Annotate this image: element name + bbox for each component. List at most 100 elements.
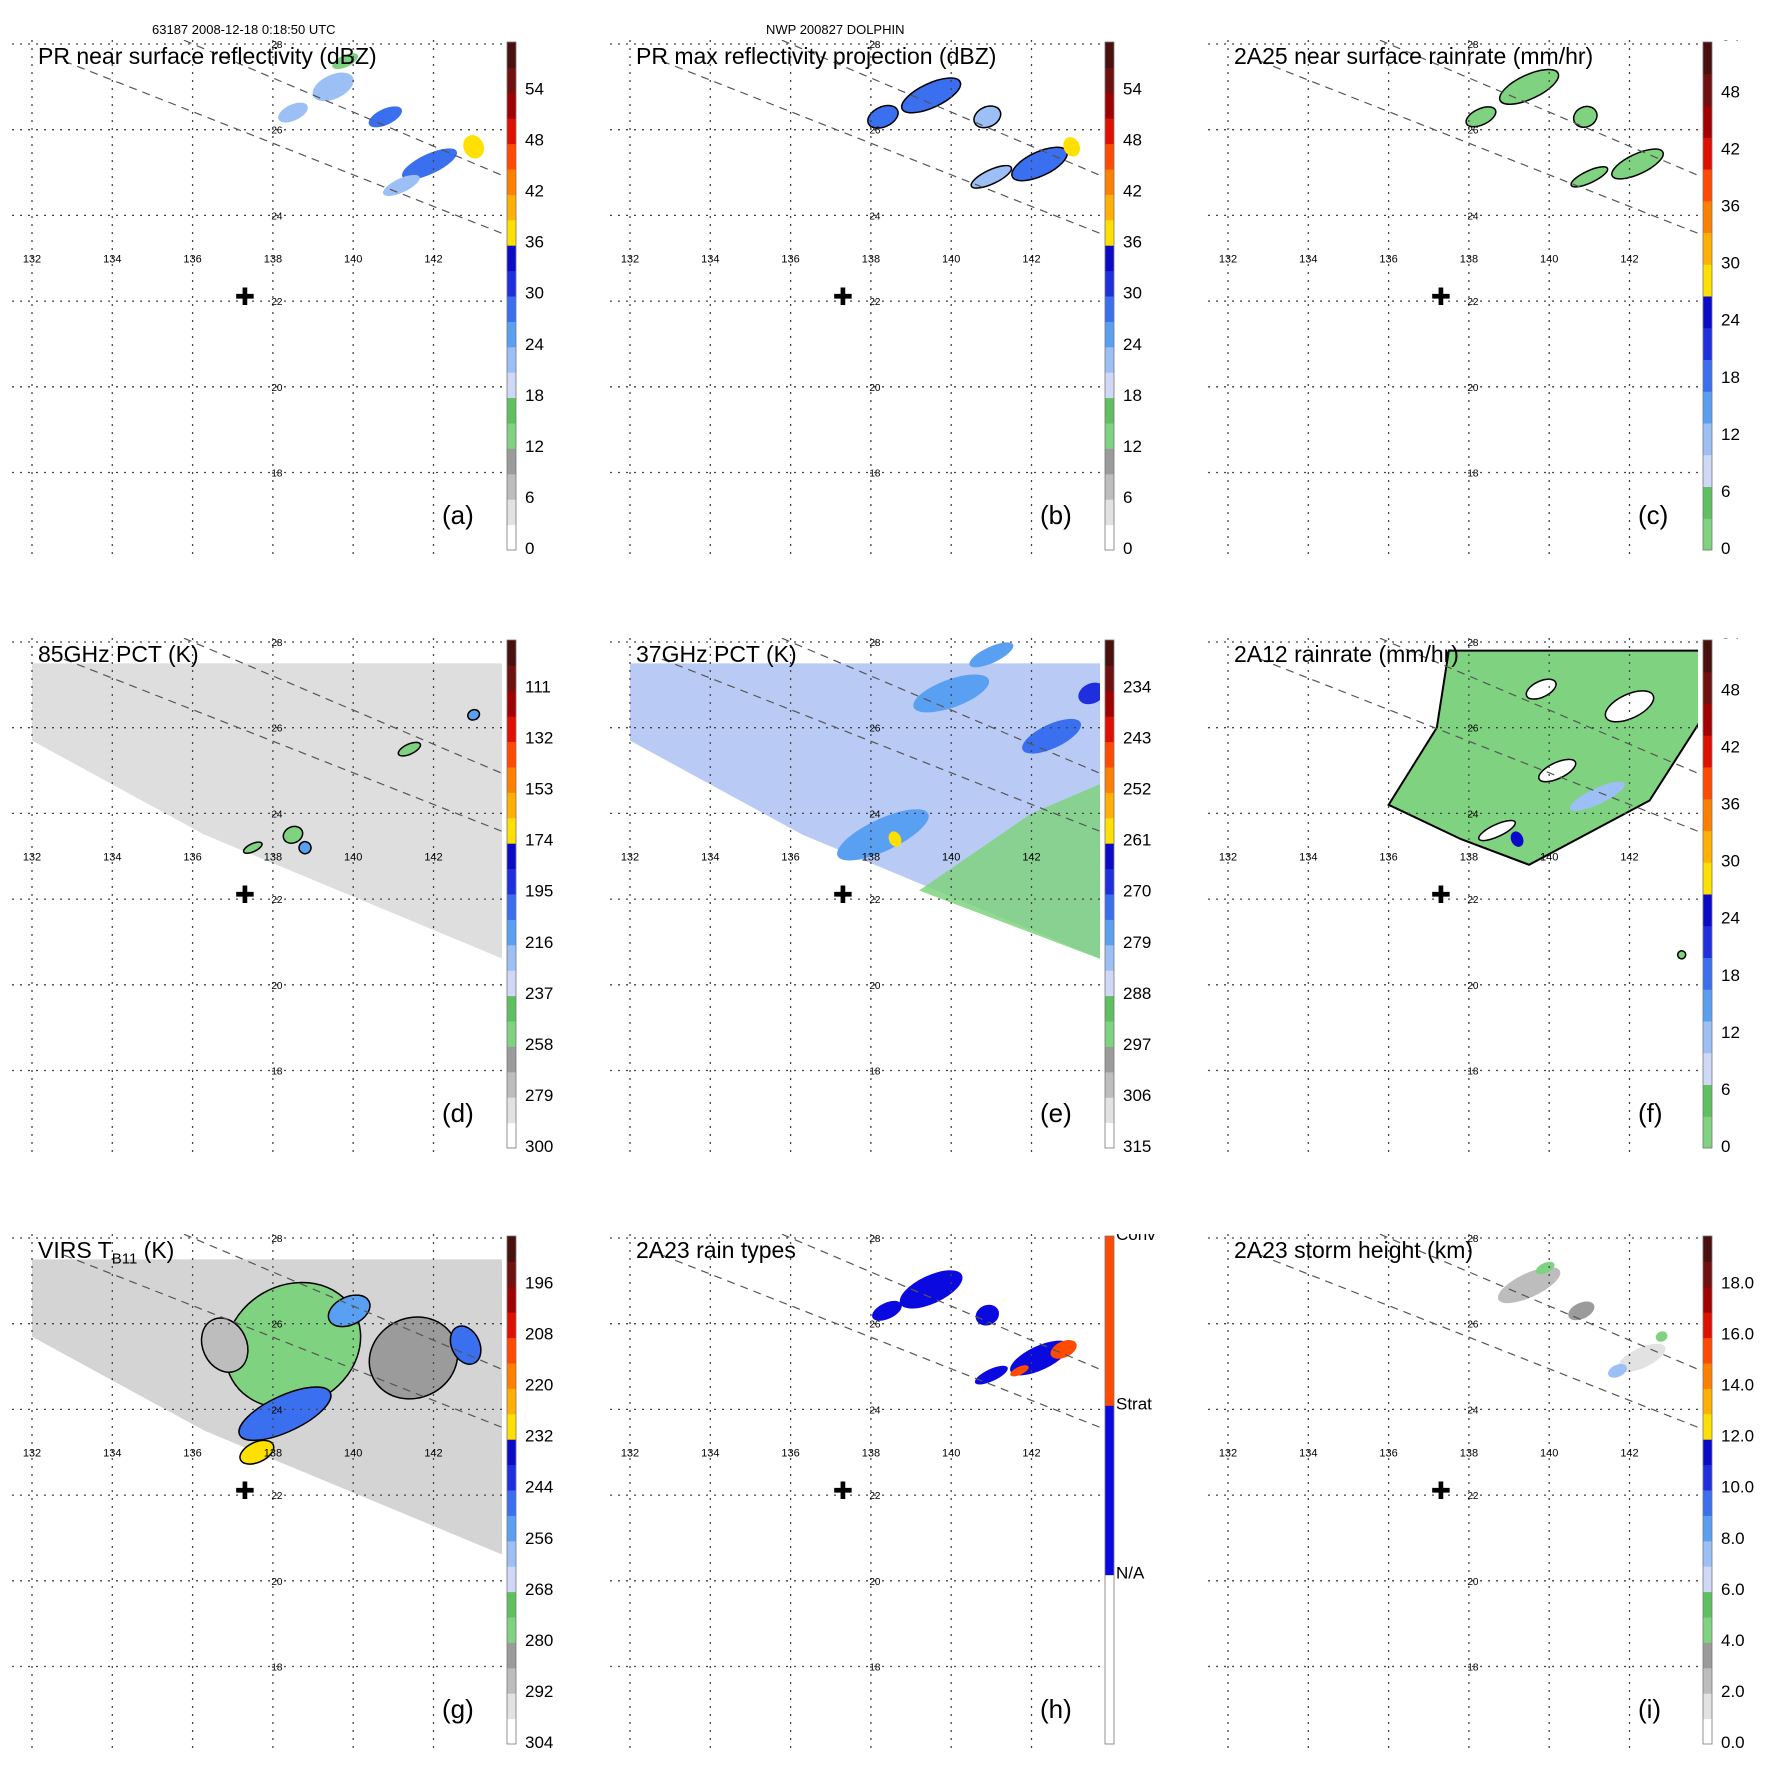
- precip-cell: [397, 741, 422, 757]
- longitude-tick-label: 142: [424, 852, 442, 864]
- longitude-tick-label: 142: [1022, 1448, 1040, 1460]
- longitude-tick-label: 134: [103, 254, 121, 266]
- colorbar-segment: [1703, 1312, 1712, 1339]
- map-gridlines: [610, 1234, 1100, 1754]
- precip-cell: [1676, 950, 1687, 960]
- longitude-tick-label: 138: [1460, 852, 1478, 864]
- colorbar-segment: [1703, 925, 1712, 958]
- panel-d: 132 134 136 138 140 142 28 26 24 22 20 18 ✚ 85GHz PC…: [12, 638, 553, 1168]
- swath-edges: [63, 638, 502, 832]
- colorbar-tick-label: 42: [1721, 737, 1740, 756]
- longitude-tick-label: 140: [344, 254, 362, 266]
- colorbar-segment: [507, 1312, 516, 1339]
- swath-edges: [63, 1234, 502, 1428]
- colorbar-tick-label: 24: [1123, 335, 1142, 354]
- colorbar-segment: [507, 640, 516, 666]
- colorbar-tick-label: 12: [1123, 437, 1142, 456]
- colorbar-tick-label: 36: [525, 233, 544, 252]
- colorbar-segment: [1703, 137, 1712, 170]
- panel-h: 132 134 136 138 140 142 28 26 24 22 20 18 ✚ 2A23 rai…: [610, 1234, 1156, 1764]
- panel-title: 2A23 storm height (km): [1234, 1237, 1474, 1263]
- colorbar-tick-label: 24: [1721, 311, 1740, 330]
- colorbar-segment: [507, 1490, 516, 1516]
- panel-title: 85GHz PCT (K): [38, 641, 199, 667]
- colorbar-segment: [1105, 919, 1114, 946]
- precip-cell: [973, 105, 1002, 129]
- map-tick-labels: 132 134 136 138 140 142 28 26 24 22 20 18 ✚: [1219, 40, 1639, 480]
- title-units: (K): [137, 1237, 175, 1263]
- longitude-tick-label: 140: [344, 852, 362, 864]
- longitude-tick-label: 136: [183, 1448, 201, 1460]
- colorbar: N/A Strat Conv: [1104, 1234, 1156, 1745]
- swath-edge-line: [63, 658, 502, 832]
- colorbar-segment: [1703, 200, 1712, 233]
- colorbar-tick-label: 279: [525, 1086, 553, 1105]
- precip-cell: [463, 135, 485, 159]
- colorbar-segment: [1703, 391, 1712, 424]
- storm-height-field: [1497, 1261, 1668, 1378]
- colorbar-segment: [1105, 944, 1114, 971]
- map-tick-labels: 132 134 136 138 140 142 28 26 24 22 20 18 ✚: [1219, 638, 1639, 1078]
- colorbar-segment: [1105, 868, 1114, 895]
- latitude-tick-label: 28: [869, 638, 881, 649]
- colorbar-segment: [1105, 270, 1114, 297]
- precip-cell: [974, 1365, 1008, 1385]
- colorbar-tick-label: 306: [1123, 1086, 1151, 1105]
- colorbar-tick-label: 0.0: [1721, 1733, 1745, 1752]
- longitude-tick-label: 136: [781, 852, 799, 864]
- storm-center-marker: ✚: [833, 882, 853, 909]
- longitude-tick-label: 140: [942, 1448, 960, 1460]
- colorbar-segment: [507, 1693, 516, 1720]
- colorbar-segment: [1105, 741, 1114, 768]
- latitude-tick-label: 22: [271, 297, 283, 308]
- latitude-tick-label: 20: [869, 981, 881, 992]
- colorbar-tick-label: 300: [525, 1137, 553, 1156]
- latitude-tick-label: 24: [869, 1405, 881, 1416]
- colorbar-segment: [1703, 169, 1712, 202]
- longitude-tick-label: 142: [1620, 1448, 1638, 1460]
- precip-cell: [1569, 781, 1625, 811]
- longitude-tick-label: 138: [264, 254, 282, 266]
- colorbar-segment: [507, 1286, 516, 1313]
- colorbar-segment: [1105, 473, 1114, 500]
- panel-label: (h): [1040, 1694, 1072, 1724]
- colorbar-segment: [1703, 1515, 1712, 1542]
- colorbar-segment: [1105, 817, 1114, 844]
- longitude-tick-label: 132: [621, 852, 639, 864]
- latitude-tick-label: 20: [1467, 1577, 1479, 1588]
- colorbar-segment: [1703, 296, 1712, 329]
- colorbar-tick-label: 18.0: [1721, 1274, 1754, 1293]
- colorbar-segment: [1105, 423, 1114, 449]
- precip-cell: [327, 1294, 371, 1328]
- colorbar-tick-label: 30: [1721, 254, 1740, 273]
- colorbar-segment: [507, 346, 516, 373]
- colorbar: 315 306 297 288 279 270 261 252 243 234: [1104, 639, 1151, 1156]
- colorbar-tick-label: 153: [525, 780, 553, 799]
- colorbar-tick-label: 268: [525, 1580, 553, 1599]
- precip-cell: [867, 104, 899, 129]
- longitude-tick-label: 138: [1460, 254, 1478, 266]
- colorbar-segment: [1105, 194, 1114, 221]
- colorbar-segment: [1703, 42, 1712, 75]
- colorbar-segment: [1703, 1464, 1712, 1491]
- colorbar-frame: [1104, 1235, 1115, 1745]
- colorbar-tick-label: 42: [525, 182, 544, 201]
- colorbar-segment: [507, 1236, 516, 1262]
- colorbar-segment: [507, 194, 516, 221]
- colorbar-segment: [507, 270, 516, 297]
- colorbar-tick-label: 304: [525, 1733, 553, 1752]
- longitude-tick-label: 140: [1540, 1448, 1558, 1460]
- map-tick-labels: 132 134 136 138 140 142 28 26 24 22 20 18 ✚: [23, 638, 443, 1078]
- latitude-tick-label: 28: [1467, 638, 1479, 649]
- colorbar-segment: [1703, 423, 1712, 456]
- title-subscript: B11: [111, 1250, 138, 1268]
- colorbar-segment: [507, 970, 516, 997]
- colorbar-segment: [507, 473, 516, 500]
- longitude-tick-label: 132: [621, 254, 639, 266]
- colorbar-segment: [1703, 1413, 1712, 1440]
- panel-label: (i): [1638, 1694, 1662, 1724]
- precip-cell: [1078, 682, 1100, 705]
- colorbar-tick-label: 261: [1123, 831, 1151, 850]
- colorbar-segment: [1703, 105, 1712, 138]
- colorbar-tick-label: 8.0: [1721, 1529, 1745, 1548]
